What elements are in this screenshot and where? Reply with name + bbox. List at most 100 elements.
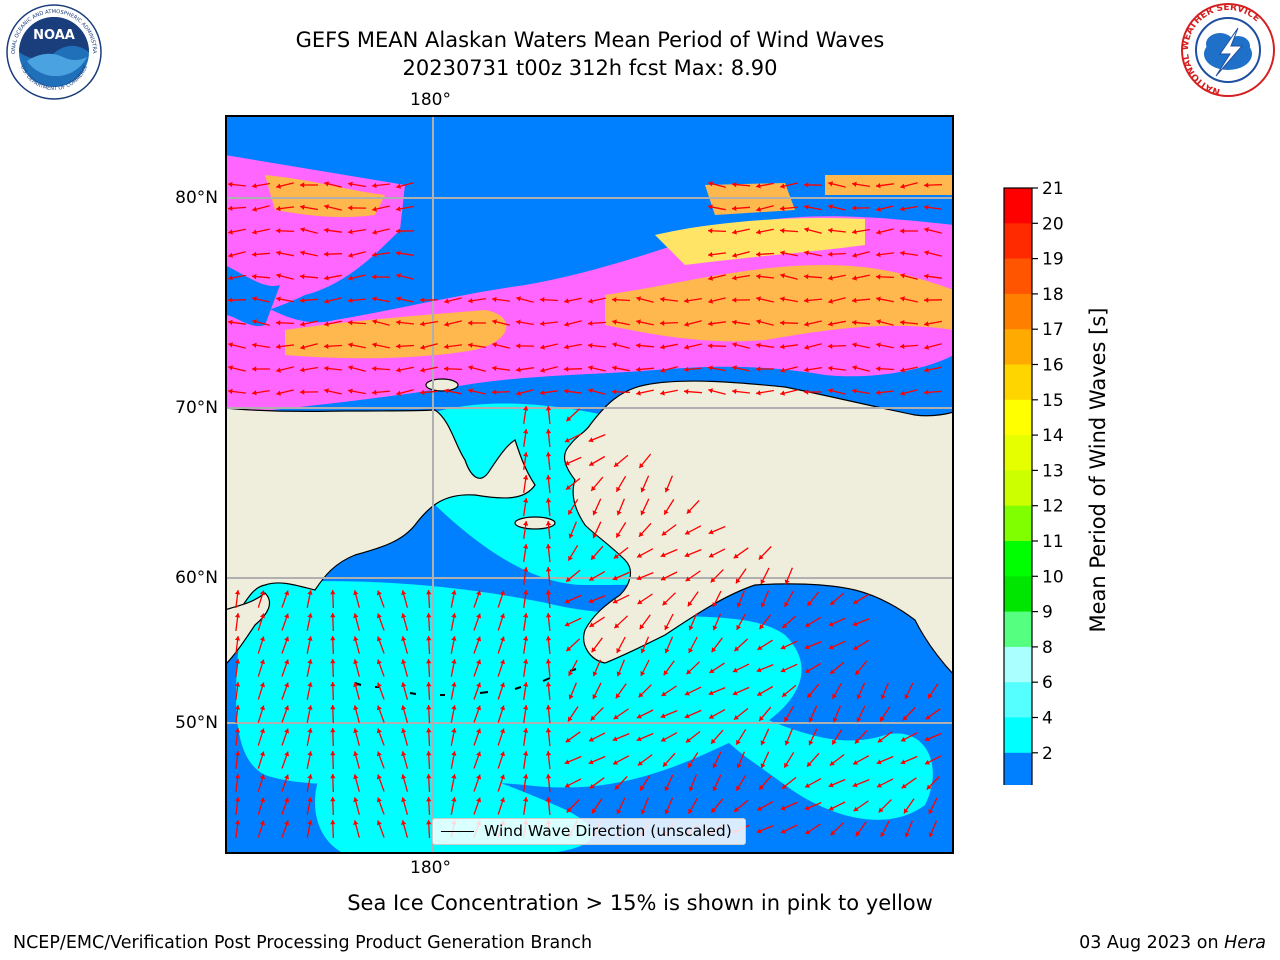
wind-arrow-head	[928, 832, 934, 838]
wind-arrow-head	[876, 229, 881, 235]
wind-arrow-head	[640, 487, 646, 493]
wind-arrow-head	[733, 553, 739, 559]
wind-arrow-head	[545, 682, 552, 687]
wind-arrow-head	[928, 693, 933, 699]
wind-arrow-head	[900, 759, 906, 765]
footer-date: 03 Aug 2023 on	[1079, 933, 1219, 953]
wind-arrow-head	[588, 759, 594, 765]
wind-arrow-head	[300, 250, 305, 256]
wind-arrow-head	[252, 390, 257, 396]
wind-arrow-head	[591, 647, 597, 653]
wind-arrow-head	[808, 740, 814, 746]
wind-arrow-head	[426, 659, 432, 664]
wind-arrow-head	[307, 820, 313, 825]
wind-arrow-head	[636, 736, 642, 742]
wind-arrow-head	[259, 613, 265, 619]
wind-arrow-head	[324, 181, 329, 187]
wind-arrow-head	[500, 613, 505, 619]
wind-arrow-head	[564, 437, 570, 443]
wind-arrow-head	[566, 416, 572, 422]
wind-arrow-head	[523, 406, 529, 411]
colorbar-tick-label: 11	[1042, 532, 1064, 552]
wind-arrow-head	[523, 590, 529, 595]
wind-arrow-head	[828, 275, 833, 281]
wind-arrow-head	[612, 365, 617, 371]
wind-arrow-head	[451, 797, 457, 802]
wind-arrow-head	[900, 250, 905, 256]
wind-arrow-head	[307, 751, 313, 756]
wind-arrow-head	[830, 669, 836, 674]
wind-arrow-head	[661, 530, 667, 536]
wind-arrow-head	[589, 622, 595, 627]
wind-arrow-head	[500, 636, 505, 642]
lat-label-60: 60°N	[175, 568, 218, 588]
wind-arrow-head	[828, 227, 833, 234]
wind-arrow-head	[780, 296, 785, 302]
wind-arrow-head	[284, 728, 290, 734]
wind-arrow-head	[545, 613, 552, 618]
wind-arrow-head	[924, 204, 929, 211]
wind-arrow-head	[300, 367, 305, 373]
wind-arrow-head	[804, 250, 809, 256]
wind-arrow-head	[828, 365, 833, 372]
wind-arrow-head	[807, 693, 812, 698]
wind-arrow-head	[420, 321, 425, 327]
wind-arrow-head	[760, 740, 766, 746]
wind-arrow-head	[640, 785, 645, 791]
wind-arrow-head	[855, 831, 861, 837]
colorbar-tick-label: 2	[1042, 744, 1053, 764]
wind-arrow-head	[276, 205, 281, 212]
wind-arrow-head	[588, 365, 593, 371]
wind-arrow-head	[708, 251, 713, 258]
wind-arrow-head	[540, 367, 545, 373]
wind-arrow-head	[924, 227, 929, 233]
wind-arrow-head	[616, 532, 621, 538]
colorbar-block	[1004, 329, 1032, 365]
chukotka-siberia	[225, 407, 536, 611]
wind-arrow-head	[804, 227, 809, 233]
wind-arrow-head	[760, 763, 766, 769]
wind-arrow-head	[444, 321, 449, 327]
wind-arrow-head	[732, 181, 737, 188]
wind-arrow-head	[401, 728, 407, 734]
wind-arrow-head	[928, 809, 934, 815]
wind-arrow-head	[476, 682, 482, 688]
wind-arrow-head	[661, 736, 667, 742]
nws-logo: NATIONAL WEATHER SERVICE	[1181, 3, 1275, 97]
wind-arrow-head	[660, 320, 665, 326]
wind-arrow-head	[348, 388, 353, 394]
wind-arrow-head	[276, 320, 281, 326]
sea-ice-note: Sea Ice Concentration > 15% is shown in …	[347, 891, 933, 915]
wind-arrow-head	[780, 805, 786, 811]
wind-arrow-head	[852, 365, 857, 371]
wind-arrow-head	[234, 636, 241, 641]
wind-arrow-head	[523, 521, 529, 526]
wind-arrow-head	[756, 251, 761, 257]
wind-wave-direction-arrows	[227, 181, 943, 839]
wind-arrow-head	[228, 181, 233, 188]
wind-arrow-head	[782, 692, 787, 697]
wind-arrow-head	[324, 365, 329, 372]
wind-arrow-head	[924, 273, 929, 279]
wind-arrow-head	[330, 613, 336, 618]
wind-arrow-head	[348, 181, 353, 187]
wind-arrow-head	[376, 590, 382, 596]
wind-arrow-head	[500, 797, 505, 803]
wind-arrow-head	[401, 705, 407, 711]
wind-arrow-head	[807, 761, 812, 767]
wind-arrow-head	[757, 645, 763, 650]
wind-arrow-head	[684, 344, 689, 350]
wind-arrow-head	[805, 622, 811, 627]
wind-arrow-head	[324, 275, 329, 281]
wind-arrow-head	[830, 830, 836, 836]
wind-arrow-head	[708, 228, 713, 234]
wind-arrow-head	[234, 613, 241, 618]
wind-arrow-head	[852, 319, 857, 326]
colorbar-block	[1004, 611, 1032, 648]
wind-arrow-head	[284, 590, 290, 596]
wind-arrow-head	[852, 252, 857, 258]
wind-arrow-head	[234, 797, 241, 802]
wind-arrow-head	[545, 544, 552, 549]
wind-arrow-head	[588, 320, 593, 326]
wind-arrow-head	[661, 691, 667, 696]
